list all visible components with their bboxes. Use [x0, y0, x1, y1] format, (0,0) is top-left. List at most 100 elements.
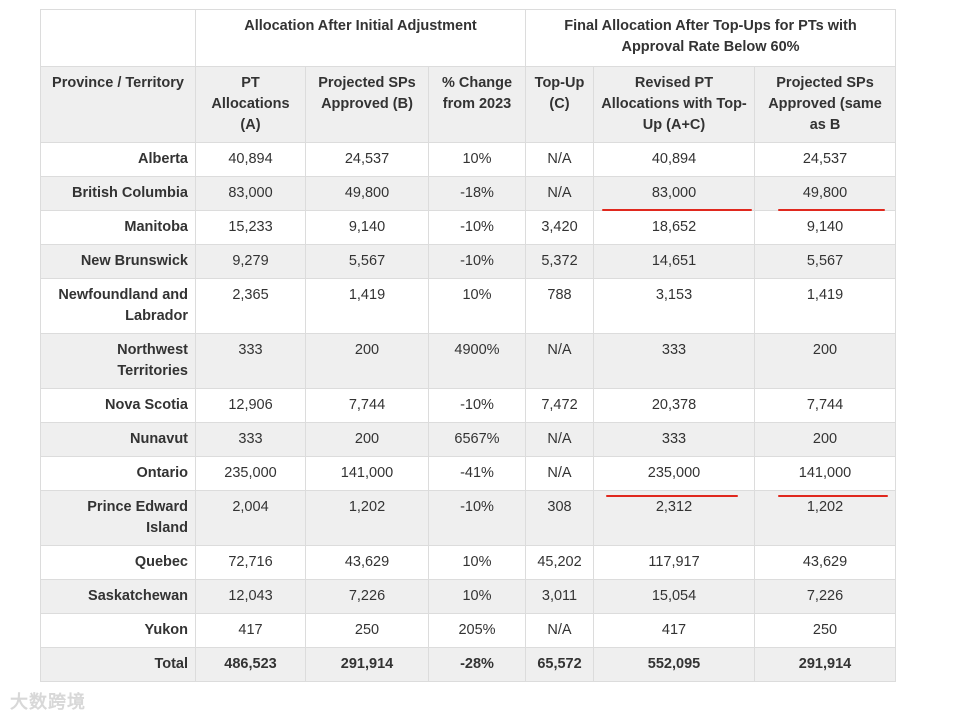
- cell-revised-allocations: 333: [593, 333, 755, 389]
- cell-province: Newfoundland and Labrador: [40, 278, 196, 334]
- cell-projected-sps-same: 7,744: [753, 388, 897, 423]
- group-header-row: Allocation After Initial Adjustment Fina…: [40, 9, 897, 67]
- cell-top-up: N/A: [525, 422, 594, 457]
- red-underline-bc-revised: [602, 209, 752, 211]
- cell-percent-change: 205%: [428, 613, 526, 648]
- cell-pt-allocations: 12,043: [195, 579, 306, 614]
- total-row: Total 486,523 291,914 -28% 65,572 552,095 291,…: [40, 647, 897, 682]
- col-header-projected-sps-same: Projected SPs Approved (same as B: [753, 66, 897, 143]
- allocation-table: Allocation After Initial Adjustment Fina…: [40, 9, 897, 682]
- table-row: Nova Scotia 12,906 7,744 -10% 7,472 20,378 7,7…: [40, 388, 897, 423]
- cell-percent-change: -28%: [428, 647, 526, 682]
- cell-pt-allocations: 40,894: [195, 142, 306, 177]
- cell-percent-change: -18%: [428, 176, 526, 211]
- cell-revised-allocations: 552,095: [593, 647, 755, 682]
- cell-projected-sps: 24,537: [305, 142, 429, 177]
- cell-projected-sps-same: 200: [753, 422, 897, 457]
- cell-province: Quebec: [40, 545, 196, 580]
- red-underline-bc-projected: [778, 209, 885, 211]
- col-header-projected-sps: Projected SPs Approved (B): [305, 66, 429, 143]
- cell-top-up: 45,202: [525, 545, 594, 580]
- cell-pt-allocations: 83,000: [195, 176, 306, 211]
- cell-projected-sps-same: 49,800: [753, 176, 897, 211]
- cell-top-up: N/A: [525, 456, 594, 491]
- table-row: Ontario 235,000 141,000 -41% N/A 235,000 141,0…: [40, 456, 897, 491]
- cell-percent-change: 10%: [428, 579, 526, 614]
- table-row: Northwest Territories 333 200 4900% N/A 333 20…: [40, 333, 897, 389]
- cell-projected-sps-same: 291,914: [753, 647, 897, 682]
- group-header-blank: [40, 9, 196, 67]
- cell-pt-allocations: 15,233: [195, 210, 306, 245]
- cell-projected-sps-same: 43,629: [753, 545, 897, 580]
- cell-revised-allocations: 2,312: [593, 490, 755, 546]
- table-row: Yukon 417 250 205% N/A 417 250: [40, 613, 897, 648]
- cell-projected-sps: 250: [305, 613, 429, 648]
- cell-revised-allocations: 333: [593, 422, 755, 457]
- cell-projected-sps-same: 24,537: [753, 142, 897, 177]
- cell-top-up: 7,472: [525, 388, 594, 423]
- cell-projected-sps-same: 200: [753, 333, 897, 389]
- cell-projected-sps: 141,000: [305, 456, 429, 491]
- cell-pt-allocations: 333: [195, 333, 306, 389]
- cell-projected-sps: 1,202: [305, 490, 429, 546]
- cell-projected-sps-same: 250: [753, 613, 897, 648]
- cell-province: Nova Scotia: [40, 388, 196, 423]
- cell-pt-allocations: 486,523: [195, 647, 306, 682]
- table-row: British Columbia 83,000 49,800 -18% N/A 83,00…: [40, 176, 897, 211]
- cell-pt-allocations: 72,716: [195, 545, 306, 580]
- cell-projected-sps: 200: [305, 333, 429, 389]
- cell-revised-allocations: 235,000: [593, 456, 755, 491]
- cell-percent-change: 4900%: [428, 333, 526, 389]
- col-header-percent-change: % Change from 2023: [428, 66, 526, 143]
- cell-percent-change: 10%: [428, 142, 526, 177]
- cell-top-up: 5,372: [525, 244, 594, 279]
- cell-top-up: 65,572: [525, 647, 594, 682]
- cell-pt-allocations: 235,000: [195, 456, 306, 491]
- column-header-row: Province / Territory PT Allocations (A) …: [40, 66, 897, 143]
- cell-top-up: N/A: [525, 176, 594, 211]
- cell-revised-allocations: 417: [593, 613, 755, 648]
- cell-revised-allocations: 18,652: [593, 210, 755, 245]
- cell-top-up: N/A: [525, 613, 594, 648]
- cell-projected-sps: 43,629: [305, 545, 429, 580]
- cell-province: Ontario: [40, 456, 196, 491]
- table-body: Alberta 40,894 24,537 10% N/A 40,894 24,537 Bri…: [40, 142, 897, 682]
- cell-percent-change: -10%: [428, 210, 526, 245]
- cell-top-up: N/A: [525, 333, 594, 389]
- cell-projected-sps: 7,744: [305, 388, 429, 423]
- cell-province: Prince Edward Island: [40, 490, 196, 546]
- table-row: Newfoundland and Labrador 2,365 1,419 10% 78…: [40, 278, 897, 334]
- cell-province: Yukon: [40, 613, 196, 648]
- cell-percent-change: -10%: [428, 388, 526, 423]
- cell-top-up: 788: [525, 278, 594, 334]
- table-row: Manitoba 15,233 9,140 -10% 3,420 18,652 9,140: [40, 210, 897, 245]
- cell-projected-sps: 200: [305, 422, 429, 457]
- cell-percent-change: -10%: [428, 490, 526, 546]
- col-header-province: Province / Territory: [40, 66, 196, 143]
- cell-province: British Columbia: [40, 176, 196, 211]
- cell-projected-sps: 291,914: [305, 647, 429, 682]
- table-row: Prince Edward Island 2,004 1,202 -10% 308 2,3…: [40, 490, 897, 546]
- watermark-text: 大数跨境: [10, 692, 86, 712]
- cell-province: Saskatchewan: [40, 579, 196, 614]
- cell-percent-change: 6567%: [428, 422, 526, 457]
- table-row: Saskatchewan 12,043 7,226 10% 3,011 15,054 7,2…: [40, 579, 897, 614]
- table-row: Nunavut 333 200 6567% N/A 333 200: [40, 422, 897, 457]
- cell-province: Total: [40, 647, 196, 682]
- cell-pt-allocations: 2,365: [195, 278, 306, 334]
- cell-province: New Brunswick: [40, 244, 196, 279]
- table-row: New Brunswick 9,279 5,567 -10% 5,372 14,651 5,…: [40, 244, 897, 279]
- cell-province: Nunavut: [40, 422, 196, 457]
- cell-projected-sps: 5,567: [305, 244, 429, 279]
- cell-revised-allocations: 15,054: [593, 579, 755, 614]
- col-header-top-up: Top-Up (C): [525, 66, 594, 143]
- cell-projected-sps-same: 1,202: [753, 490, 897, 546]
- cell-revised-allocations: 40,894: [593, 142, 755, 177]
- cell-revised-allocations: 20,378: [593, 388, 755, 423]
- cell-province: Northwest Territories: [40, 333, 196, 389]
- cell-pt-allocations: 2,004: [195, 490, 306, 546]
- cell-top-up: N/A: [525, 142, 594, 177]
- cell-projected-sps: 7,226: [305, 579, 429, 614]
- red-underline-ontario-projected: [778, 495, 888, 497]
- cell-projected-sps-same: 141,000: [753, 456, 897, 491]
